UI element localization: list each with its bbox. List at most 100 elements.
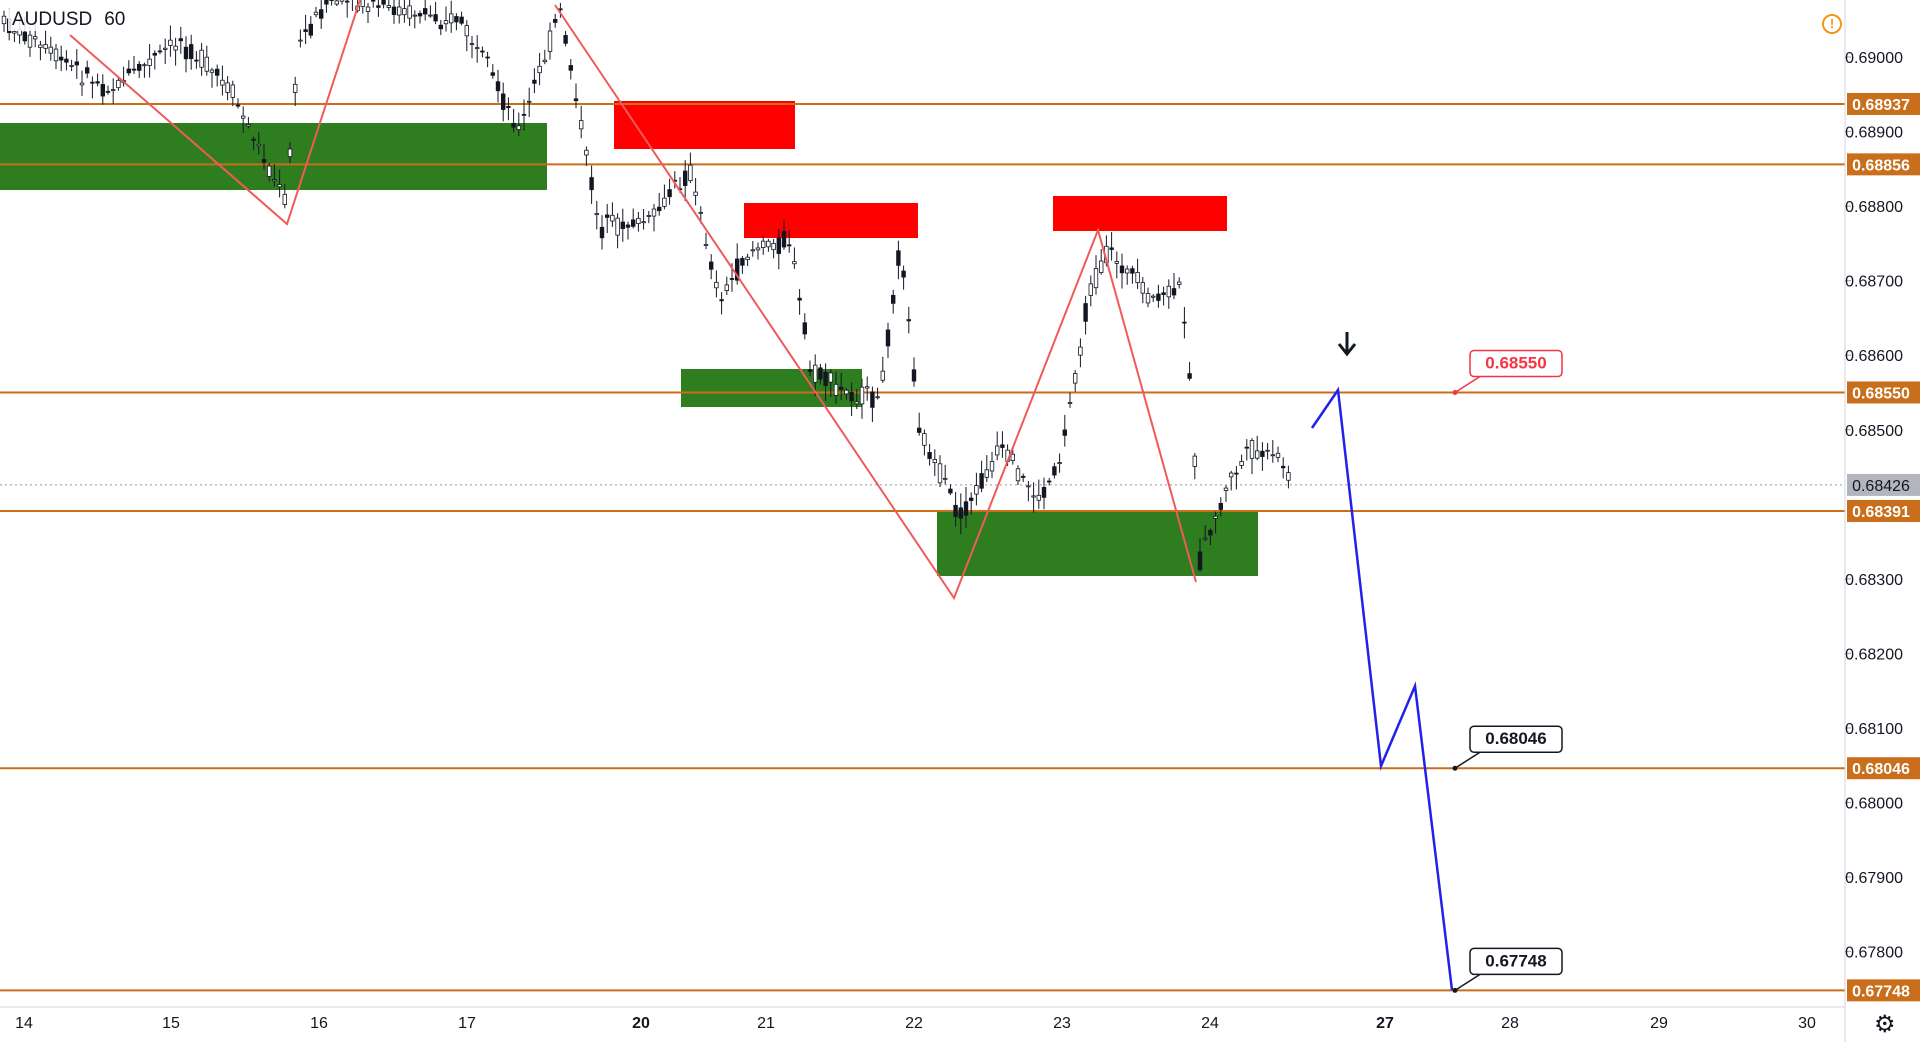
candle-body — [1265, 449, 1270, 452]
candle-body — [105, 90, 111, 93]
candle-body — [761, 240, 766, 249]
x-tick-label: 20 — [632, 1015, 650, 1032]
candle-body — [1249, 440, 1255, 459]
candle-body — [1260, 450, 1265, 457]
candle-body — [490, 72, 495, 76]
candle-body — [1275, 452, 1281, 458]
candle-body — [438, 24, 443, 30]
candle-body — [511, 122, 516, 128]
candle-body — [589, 177, 594, 191]
level-price-label: 0.68046 — [1852, 761, 1910, 778]
candle-body — [142, 64, 147, 67]
interval-label: 60 — [104, 9, 126, 30]
candle-body — [703, 244, 709, 246]
candle-body — [698, 211, 703, 214]
candle-body — [131, 68, 137, 71]
candle-body — [48, 46, 53, 54]
candle-body — [391, 6, 397, 16]
candle-body — [256, 143, 261, 147]
callout-pointer — [1454, 973, 1481, 991]
candle-body — [1099, 260, 1104, 273]
candle-body — [896, 250, 901, 266]
candle-body — [90, 81, 95, 84]
level-price-label: 0.67748 — [1852, 983, 1910, 1000]
candle-body — [932, 459, 937, 464]
last-price-tag — [1847, 473, 1920, 496]
candle-body — [329, 0, 334, 1]
x-tick-label: 22 — [905, 1015, 923, 1032]
candle-body — [688, 164, 693, 182]
candle-body — [448, 13, 454, 24]
candle-body — [615, 217, 620, 236]
candle-body — [1213, 515, 1218, 519]
candle-body — [792, 261, 797, 265]
candle-body — [1286, 472, 1291, 481]
candle-body — [573, 98, 579, 102]
candle-body — [766, 240, 771, 248]
candle-body — [516, 125, 521, 130]
candle-body — [188, 44, 194, 60]
y-tick-label: 0.67900 — [1845, 870, 1903, 887]
candle-body — [917, 427, 922, 433]
candle-body — [745, 256, 750, 260]
candle-body — [891, 294, 896, 304]
candle-body — [79, 82, 85, 86]
level-price-tag — [1847, 979, 1920, 1002]
candle-body — [547, 30, 553, 52]
levels-layer — [0, 102, 1845, 992]
candle-body — [584, 149, 589, 156]
arrow-down-icon — [1337, 332, 1357, 357]
candle-body — [126, 68, 131, 74]
candle-body — [396, 6, 402, 16]
candle-body — [428, 14, 433, 17]
candle-body — [1052, 466, 1057, 476]
x-tick-label: 23 — [1053, 1015, 1071, 1032]
callout-label: 0.67748 — [1485, 951, 1546, 970]
candle-body — [308, 23, 313, 36]
candle-body — [729, 278, 735, 280]
candle-body — [173, 45, 178, 51]
candle-body — [1239, 461, 1244, 466]
level-price-label: 0.68550 — [1852, 385, 1910, 402]
y-tick-label: 0.68000 — [1845, 796, 1903, 813]
candle-body — [651, 208, 657, 217]
demand-zone — [937, 510, 1258, 576]
candle-body — [802, 322, 807, 335]
candle-body — [43, 44, 48, 49]
candle-body — [344, 0, 350, 3]
candle-body — [506, 105, 511, 109]
candle-body — [771, 243, 776, 251]
candle-body — [989, 461, 995, 472]
candle-body — [318, 9, 324, 19]
callouts-layer: 0.68550 0.68046 0.67748 — [1452, 349, 1563, 993]
candle-body — [230, 84, 235, 98]
candle-body — [116, 79, 121, 89]
candle-body — [469, 43, 475, 45]
candle-body — [1151, 295, 1156, 298]
candle-body — [12, 31, 17, 34]
candle-body — [313, 11, 319, 16]
candle-body — [1021, 475, 1026, 478]
candle-body — [287, 148, 293, 158]
candle-body — [532, 79, 537, 84]
supply-zone — [1053, 196, 1227, 231]
candle-body — [360, 0, 365, 7]
candle-body — [906, 319, 911, 322]
candle-body — [85, 67, 90, 74]
gear-icon[interactable]: ⚙ — [1874, 1011, 1896, 1038]
candle-body — [958, 507, 963, 519]
candle-body — [1125, 268, 1130, 274]
candle-body — [579, 120, 584, 130]
candle-body — [111, 89, 116, 91]
level-price-tag — [1847, 153, 1920, 176]
candle-body — [797, 297, 802, 301]
callout-label: 0.68046 — [1485, 729, 1546, 748]
alert-icon[interactable]: ! — [1822, 14, 1842, 34]
candle-body — [22, 31, 27, 42]
candle-body — [662, 197, 667, 207]
candle-body — [381, 0, 386, 5]
candle-body — [178, 38, 183, 42]
candle-body — [927, 452, 932, 459]
